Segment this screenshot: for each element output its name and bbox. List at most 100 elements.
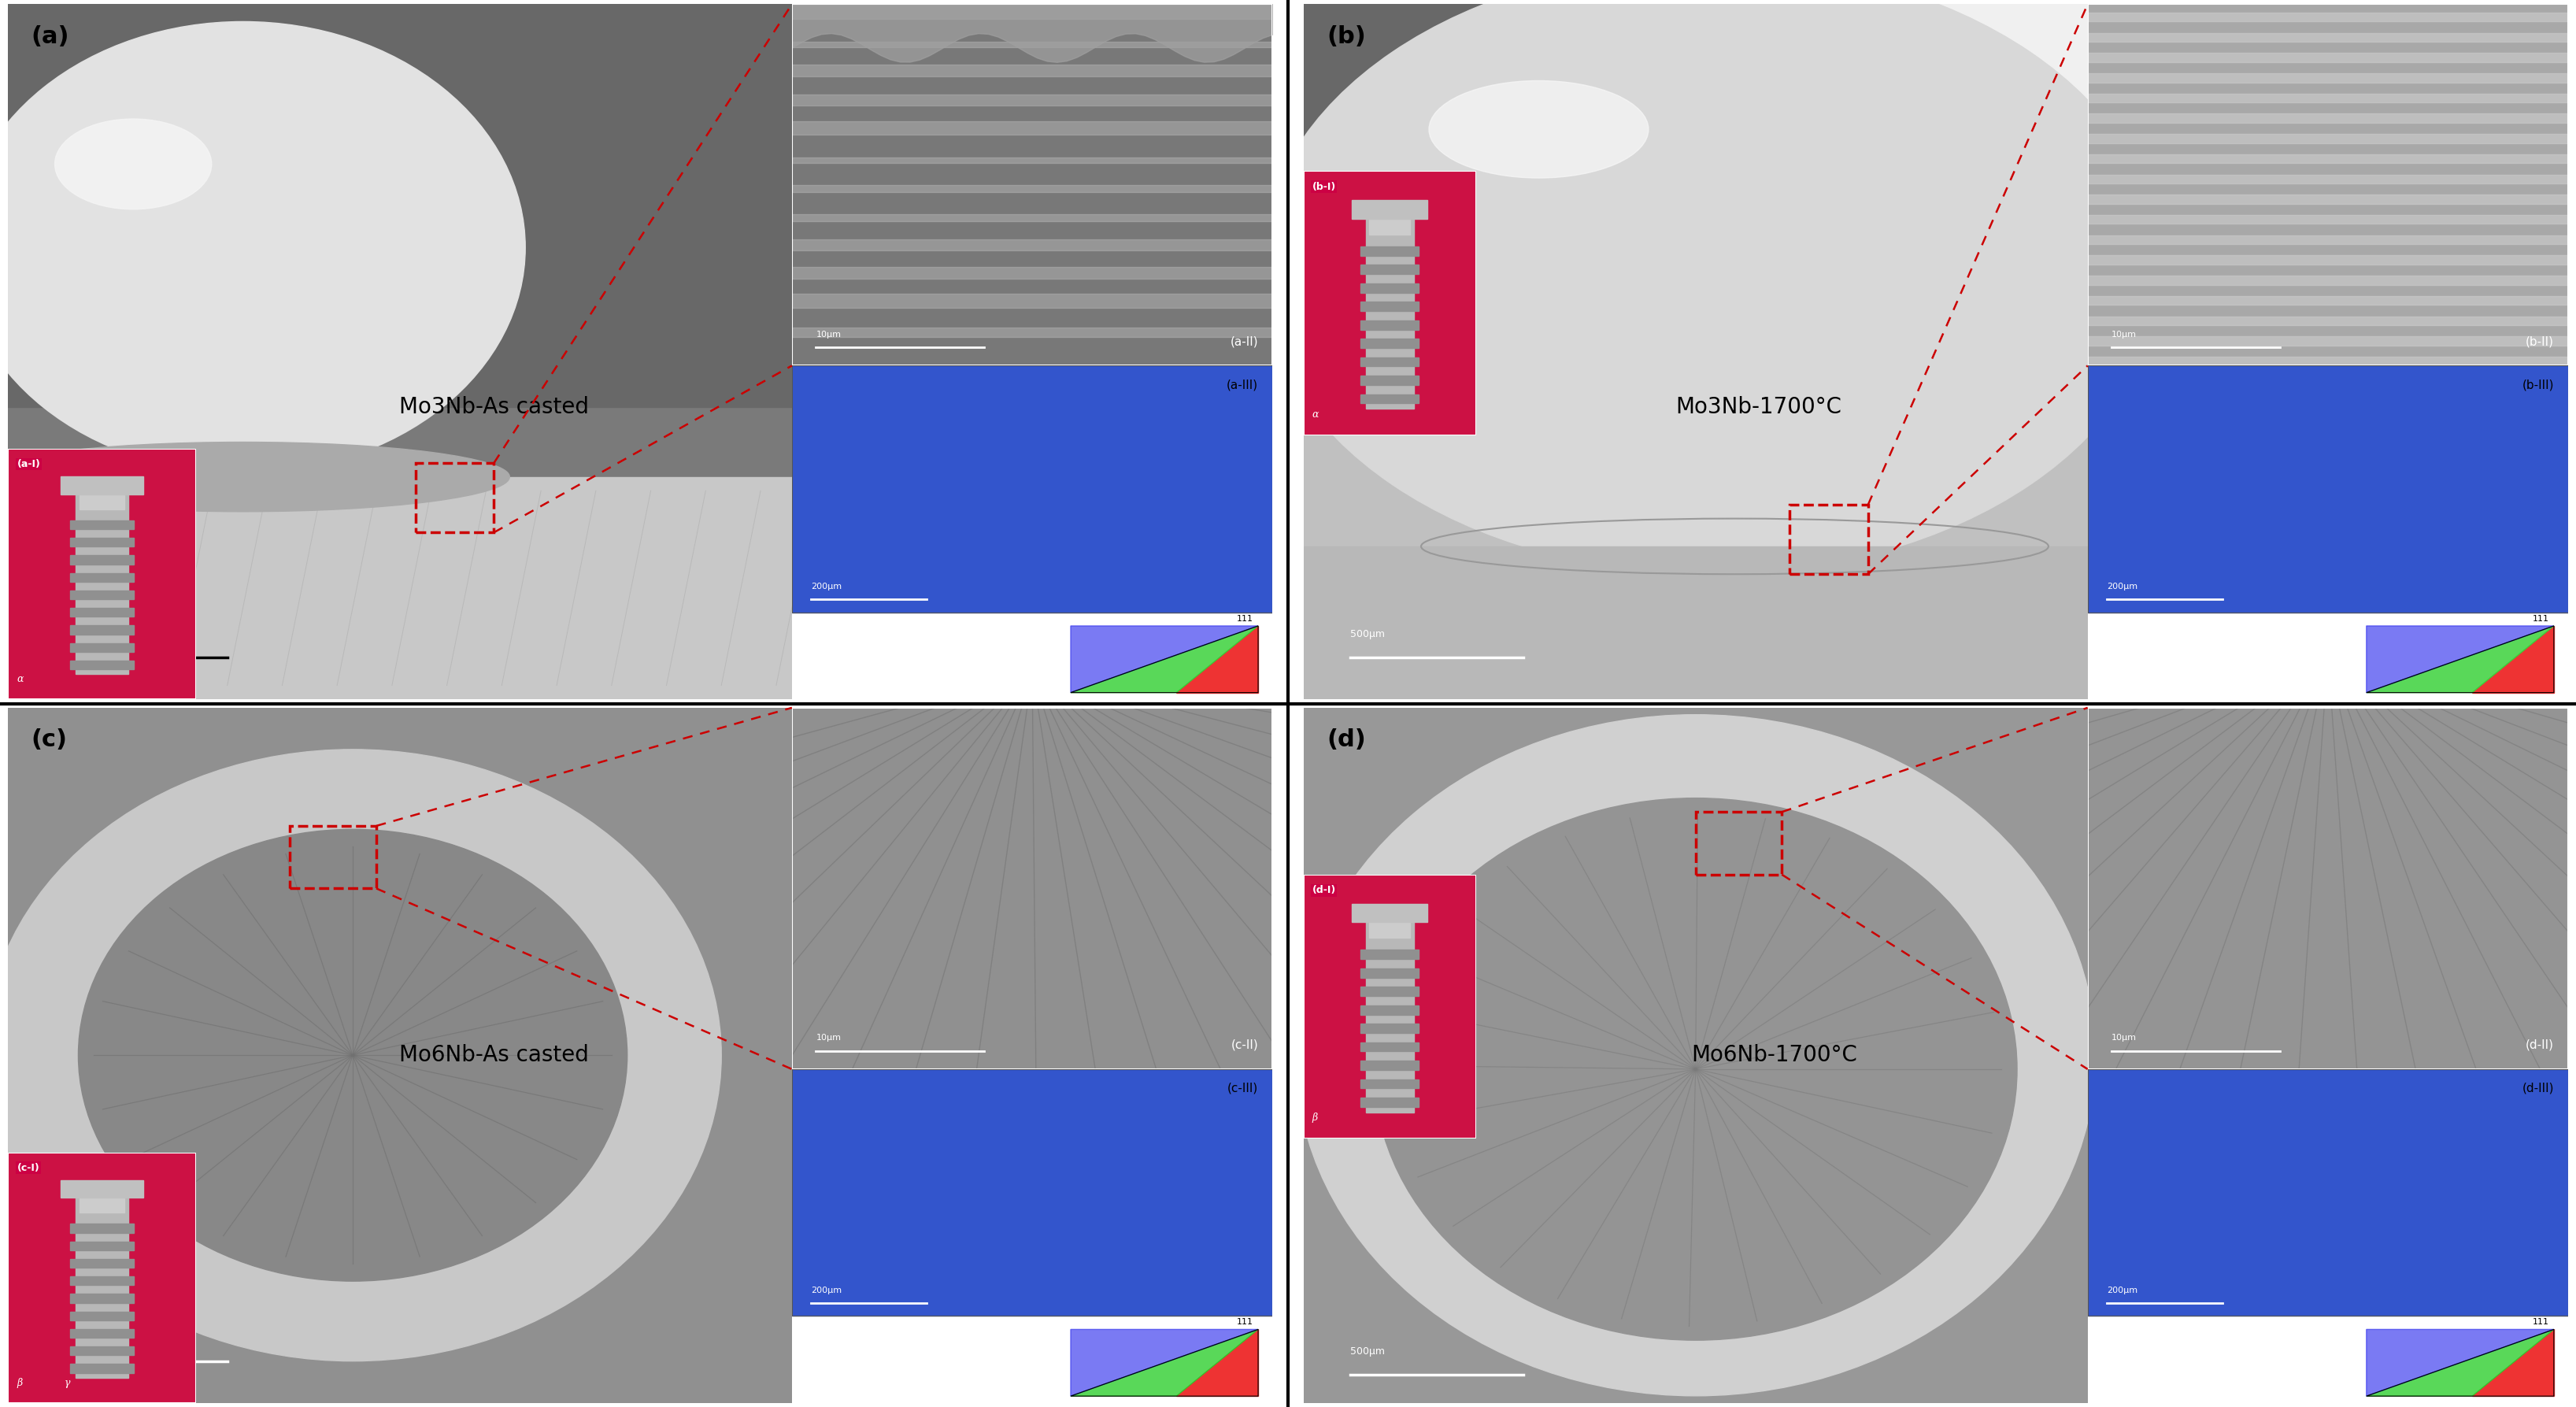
- Bar: [70, 1346, 134, 1355]
- Bar: [791, 121, 1273, 134]
- Bar: [80, 490, 124, 509]
- Bar: [70, 1259, 134, 1268]
- Text: 200μm: 200μm: [2107, 1286, 2138, 1294]
- Text: (d-II): (d-II): [2524, 1040, 2553, 1051]
- Bar: [791, 294, 1273, 308]
- Polygon shape: [1177, 1330, 1257, 1396]
- Bar: [2087, 1069, 2568, 1316]
- Bar: [791, 366, 1273, 612]
- Bar: [70, 1363, 134, 1373]
- Bar: [1360, 357, 1419, 366]
- Polygon shape: [2473, 626, 2553, 692]
- Bar: [1695, 812, 1783, 875]
- Bar: [2087, 295, 2568, 305]
- Bar: [70, 591, 134, 599]
- Text: (b-I): (b-I): [1311, 182, 1337, 191]
- Polygon shape: [2367, 626, 2553, 692]
- Bar: [70, 573, 134, 581]
- Bar: [1365, 922, 1414, 1113]
- Bar: [791, 328, 1273, 336]
- Bar: [59, 477, 144, 494]
- Polygon shape: [1072, 626, 1257, 692]
- Text: Mo6Nb-As casted: Mo6Nb-As casted: [399, 1044, 590, 1067]
- Polygon shape: [1072, 1330, 1257, 1396]
- Text: (c): (c): [31, 729, 67, 751]
- Text: β: β: [18, 1377, 23, 1387]
- Ellipse shape: [1373, 798, 2017, 1341]
- Bar: [1360, 246, 1419, 256]
- Ellipse shape: [1430, 80, 1649, 179]
- Text: β: β: [1311, 1113, 1319, 1123]
- Bar: [2087, 276, 2568, 284]
- Bar: [75, 494, 129, 674]
- Bar: [791, 239, 1273, 250]
- Bar: [70, 1241, 134, 1251]
- Bar: [2087, 13, 2568, 21]
- Polygon shape: [1072, 626, 1257, 692]
- Bar: [415, 463, 495, 532]
- Polygon shape: [1072, 1330, 1257, 1396]
- Text: 200μm: 200μm: [811, 1286, 842, 1294]
- Bar: [1360, 339, 1419, 348]
- Bar: [1360, 394, 1419, 404]
- Text: 500μm: 500μm: [54, 1332, 90, 1342]
- Bar: [2087, 1069, 2568, 1316]
- Polygon shape: [2367, 1330, 2553, 1396]
- Polygon shape: [2367, 626, 2553, 692]
- Ellipse shape: [77, 829, 626, 1282]
- Text: (a): (a): [31, 25, 70, 48]
- Bar: [70, 1276, 134, 1285]
- Bar: [70, 556, 134, 564]
- Text: 111: 111: [2532, 1318, 2550, 1325]
- Bar: [2087, 194, 2568, 204]
- Polygon shape: [2367, 1330, 2553, 1396]
- Ellipse shape: [54, 120, 211, 210]
- Text: 500μm: 500μm: [1350, 629, 1386, 639]
- Text: Mo3Nb-1700°C: Mo3Nb-1700°C: [1674, 397, 1842, 418]
- Bar: [2087, 134, 2568, 144]
- Bar: [791, 214, 1273, 221]
- Text: 111: 111: [1236, 615, 1255, 622]
- Bar: [1352, 200, 1427, 218]
- Bar: [791, 42, 1273, 48]
- Text: 200μm: 200μm: [811, 582, 842, 591]
- Polygon shape: [1072, 626, 1257, 692]
- Text: (c-I): (c-I): [18, 1162, 39, 1173]
- Text: (d): (d): [1327, 729, 1365, 751]
- Bar: [791, 366, 1273, 612]
- Text: (c-II): (c-II): [1231, 1040, 1257, 1051]
- Bar: [1360, 376, 1419, 386]
- Bar: [8, 4, 791, 408]
- Bar: [1360, 283, 1419, 293]
- Bar: [59, 1180, 144, 1197]
- Bar: [1303, 4, 2087, 283]
- Bar: [791, 186, 1273, 193]
- Bar: [2087, 114, 2568, 122]
- Bar: [2087, 174, 2568, 183]
- Ellipse shape: [1260, 0, 2161, 574]
- Text: (a-III): (a-III): [1226, 378, 1257, 391]
- Bar: [2087, 235, 2568, 245]
- Bar: [1360, 968, 1419, 978]
- Bar: [791, 158, 1273, 163]
- Text: Mo6Nb-1700°C: Mo6Nb-1700°C: [1690, 1044, 1857, 1067]
- Text: (d-III): (d-III): [2522, 1082, 2553, 1095]
- Bar: [8, 477, 791, 699]
- Bar: [1368, 214, 1412, 235]
- Bar: [1360, 1097, 1419, 1107]
- Bar: [1360, 1079, 1419, 1089]
- Bar: [2087, 366, 2568, 612]
- Bar: [70, 608, 134, 616]
- Text: (a-I): (a-I): [18, 459, 41, 470]
- Bar: [1790, 505, 1868, 574]
- Text: x40  500μm: x40 500μm: [54, 629, 113, 639]
- Text: Mo3Nb-As casted: Mo3Nb-As casted: [399, 397, 590, 418]
- Text: 500μm: 500μm: [1350, 1346, 1386, 1356]
- Bar: [70, 1311, 134, 1320]
- Bar: [1352, 903, 1427, 922]
- Bar: [75, 1197, 129, 1377]
- Bar: [70, 521, 134, 529]
- Polygon shape: [2367, 626, 2553, 692]
- Bar: [80, 1193, 124, 1213]
- Text: 111: 111: [1236, 1318, 1255, 1325]
